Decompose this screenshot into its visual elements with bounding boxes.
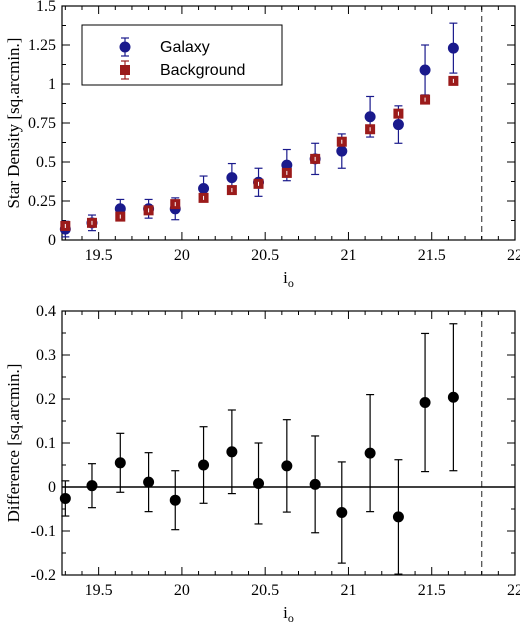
- plot-frame: [61, 310, 516, 576]
- x-tick-label: 22: [507, 582, 520, 599]
- data-point: [253, 477, 265, 489]
- data-point: [226, 446, 238, 458]
- data-point: [419, 397, 431, 409]
- y-tick-label: 0.1: [36, 435, 56, 452]
- bottom-panel-difference: 19.5 20 20.5 21 21.5 22 -0.2 -0.1 0 0.1 0.2 0.3 0.4 i…: [4, 303, 520, 624]
- data-point: [392, 511, 404, 523]
- data-point: [447, 391, 459, 403]
- data-point: [309, 478, 321, 490]
- y-tick-label: 0.25: [28, 193, 56, 210]
- legend-marker-square: [120, 65, 130, 75]
- data-point: [364, 447, 376, 459]
- data-point: [198, 459, 210, 471]
- x-axis-label-subscript: o: [288, 611, 294, 624]
- data-point: [86, 480, 98, 492]
- legend-label: Galaxy: [160, 39, 210, 56]
- x-tick-label: 20.5: [251, 247, 279, 264]
- data-point: [226, 172, 238, 184]
- y-tick-label: 0: [48, 479, 56, 496]
- x-axis-label-subscript: o: [288, 276, 294, 290]
- data-point: [447, 42, 459, 54]
- y-tick-label: 0.3: [36, 347, 56, 364]
- y-tick-label: 0.4: [36, 303, 56, 320]
- data-point: [143, 476, 155, 488]
- legend-label: Background: [160, 62, 245, 79]
- y-axis-label: Star Density [sq.arcmin.]: [4, 38, 23, 209]
- legend-box: [81, 24, 283, 86]
- x-tick-label: 21.5: [418, 247, 446, 264]
- x-tick-label: 20: [174, 247, 190, 264]
- series-background: [60, 75, 459, 231]
- series-difference: [59, 323, 459, 575]
- y-tick-label: -0.1: [31, 523, 56, 540]
- x-tick-label: 21.5: [418, 582, 446, 599]
- legend-marker-circle: [119, 41, 131, 53]
- x-axis-label-main: i: [283, 268, 288, 287]
- data-point: [392, 119, 404, 131]
- y-tick-label: -0.2: [31, 567, 56, 584]
- x-tick-label: 19.5: [85, 247, 113, 264]
- data-point: [364, 111, 376, 123]
- x-tick-label: 19.5: [85, 582, 113, 599]
- y-tick-label: 1: [48, 76, 56, 93]
- y-axis-label: Difference [sq.arcmin.]: [4, 364, 23, 523]
- x-tick-label: 20: [174, 582, 190, 599]
- x-axis-label: io: [283, 268, 294, 290]
- data-point: [336, 145, 348, 157]
- data-point: [419, 64, 431, 76]
- top-panel-star-density: 19.5 20 20.5 21 21.5 22 0 0.25 0.5 0.75 1 1.25 1.5 io…: [4, 0, 520, 290]
- x-tick-label: 20.5: [251, 582, 279, 599]
- y-tick-label: 0.75: [28, 115, 56, 132]
- data-point: [169, 494, 181, 506]
- y-tick-label: 0: [48, 232, 56, 249]
- x-tick-label: 21: [340, 582, 356, 599]
- y-tick-label: 0.2: [36, 391, 56, 408]
- y-tick-label: 1.5: [36, 0, 56, 15]
- y-tick-label: 1.25: [28, 37, 56, 54]
- data-point: [114, 457, 126, 469]
- x-tick-label: 22: [507, 247, 520, 264]
- y-tick-label: 0.5: [36, 154, 56, 171]
- x-axis-label-main: i: [283, 603, 288, 622]
- x-tick-label: 21: [340, 247, 356, 264]
- data-point: [59, 492, 71, 504]
- data-point: [336, 507, 348, 519]
- data-point: [281, 460, 293, 472]
- data-point: [198, 183, 210, 195]
- x-axis-label: io: [283, 603, 294, 624]
